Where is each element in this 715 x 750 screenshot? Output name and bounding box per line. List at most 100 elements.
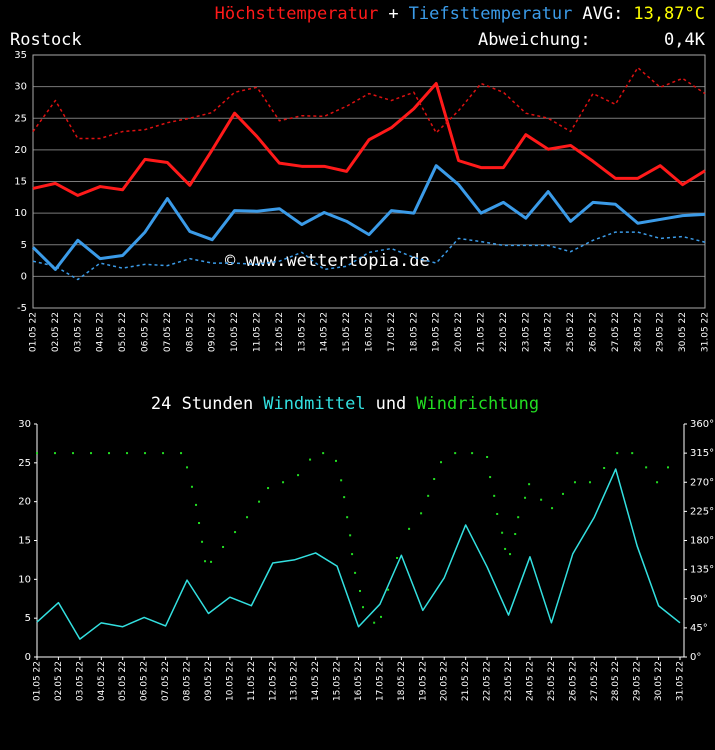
direction-dot: [573, 481, 576, 484]
direction-dot: [180, 452, 183, 455]
direction-dot: [362, 606, 365, 609]
direction-dot: [195, 503, 198, 506]
x-tick-label: 03.05 22: [75, 661, 85, 701]
x-tick-label: 30.05 22: [678, 312, 688, 352]
x-tick-label: 22.05 22: [483, 661, 493, 701]
y-tick-label: 10: [14, 208, 27, 219]
x-tick-label: 28.05 22: [633, 312, 643, 352]
x-tick-label: 19.05 22: [418, 661, 428, 701]
direction-dot: [36, 452, 38, 455]
direction-dot: [380, 615, 383, 618]
direction-dot: [210, 560, 213, 563]
y-tick-label: 35: [14, 50, 27, 61]
y-tick-label: 25: [18, 458, 31, 469]
location: Rostock: [10, 30, 82, 50]
direction-dot: [373, 621, 376, 624]
x-tick-label: 14.05 22: [311, 661, 321, 701]
y-tick-label: 15: [14, 177, 27, 188]
y-tick-label: 30: [14, 82, 27, 93]
y2-tick-label: 360°: [690, 419, 714, 430]
y-tick-label: 0: [21, 271, 27, 282]
direction-dot: [396, 556, 399, 559]
direction-dot: [427, 494, 430, 497]
x-tick-label: 15.05 22: [342, 312, 352, 352]
x-tick-label: 07.05 22: [163, 312, 173, 352]
y-tick-label: 10: [18, 574, 31, 585]
y-tick-label: 5: [21, 240, 27, 251]
x-tick-label: 21.05 22: [477, 312, 487, 352]
direction-dot: [351, 553, 354, 556]
x-tick-label: 15.05 22: [333, 661, 343, 701]
direction-dot: [322, 452, 325, 455]
x-tick-label: 23.05 22: [504, 661, 514, 701]
header-part: Windrichtung: [416, 394, 539, 414]
direction-dot: [489, 476, 492, 479]
x-tick-label: 04.05 22: [96, 312, 106, 352]
x-tick-label: 27.05 22: [590, 661, 600, 701]
x-tick-label: 05.05 22: [118, 312, 128, 352]
direction-dot: [354, 571, 357, 574]
x-tick-label: 12.05 22: [275, 312, 285, 352]
x-tick-label: 25.05 22: [547, 661, 557, 701]
direction-dot: [504, 547, 507, 550]
x-tick-label: 17.05 22: [375, 661, 385, 701]
header-part: +: [388, 4, 398, 24]
reference-line: [32, 231, 706, 281]
direction-dot: [454, 452, 457, 455]
direction-dot: [656, 481, 659, 484]
direction-dot: [471, 452, 474, 455]
x-tick-label: 01.05 22: [29, 312, 39, 352]
x-tick-label: 11.05 22: [253, 312, 263, 352]
y2-tick-label: 135°: [690, 565, 714, 576]
x-tick-label: 29.05 22: [633, 661, 643, 701]
y-tick-label: 20: [14, 145, 27, 156]
header-part: und: [376, 394, 407, 414]
direction-dot: [309, 458, 312, 461]
direction-dot: [528, 483, 531, 486]
x-tick-label: 20.05 22: [440, 661, 450, 701]
header-part: 13,87°C: [633, 4, 705, 24]
y2-tick-label: 225°: [690, 506, 714, 517]
direction-dot: [258, 500, 261, 503]
x-tick-label: 25.05 22: [566, 312, 576, 352]
x-tick-label: 10.05 22: [230, 312, 240, 352]
direction-dot: [387, 588, 390, 591]
y-tick-label: 20: [18, 497, 31, 508]
direction-dot: [349, 534, 352, 537]
y-tick-label: 15: [18, 536, 31, 547]
x-tick-label: 17.05 22: [387, 312, 397, 352]
x-tick-label: 20.05 22: [454, 312, 464, 352]
watermark: © www.wettertopia.de: [225, 251, 430, 271]
x-tick-label: 13.05 22: [290, 661, 300, 701]
x-tick-label: 27.05 22: [611, 312, 621, 352]
direction-dot: [126, 452, 129, 455]
x-tick-label: 31.05 22: [701, 312, 711, 352]
direction-dot: [561, 492, 564, 495]
y-tick-label: 25: [14, 113, 27, 124]
data-line: [31, 164, 706, 271]
x-tick-label: 18.05 22: [397, 661, 407, 701]
deviation-value: 0,4K: [664, 30, 706, 50]
x-tick-label: 21.05 22: [461, 661, 471, 701]
header-part: Tiefsttemperatur: [409, 4, 573, 24]
direction-dot: [359, 589, 362, 592]
x-tick-label: 03.05 22: [73, 312, 83, 352]
direction-dot: [501, 531, 504, 534]
y-tick-label: 30: [18, 419, 31, 430]
x-tick-label: 09.05 22: [204, 661, 214, 701]
direction-dot: [420, 512, 423, 515]
y2-tick-label: 45°: [690, 623, 708, 634]
y-tick-label: 0: [25, 652, 31, 663]
y2-tick-label: 0°: [690, 652, 701, 663]
x-tick-label: 09.05 22: [208, 312, 218, 352]
direction-dot: [267, 487, 270, 490]
direction-dot: [144, 452, 147, 455]
x-tick-label: 08.05 22: [183, 661, 193, 701]
direction-dot: [222, 545, 225, 548]
x-tick-label: 14.05 22: [320, 312, 330, 352]
deviation-label: Abweichung:: [478, 30, 591, 50]
direction-dot: [493, 494, 496, 497]
plot-frame: [32, 54, 706, 309]
x-tick-label: 23.05 22: [521, 312, 531, 352]
